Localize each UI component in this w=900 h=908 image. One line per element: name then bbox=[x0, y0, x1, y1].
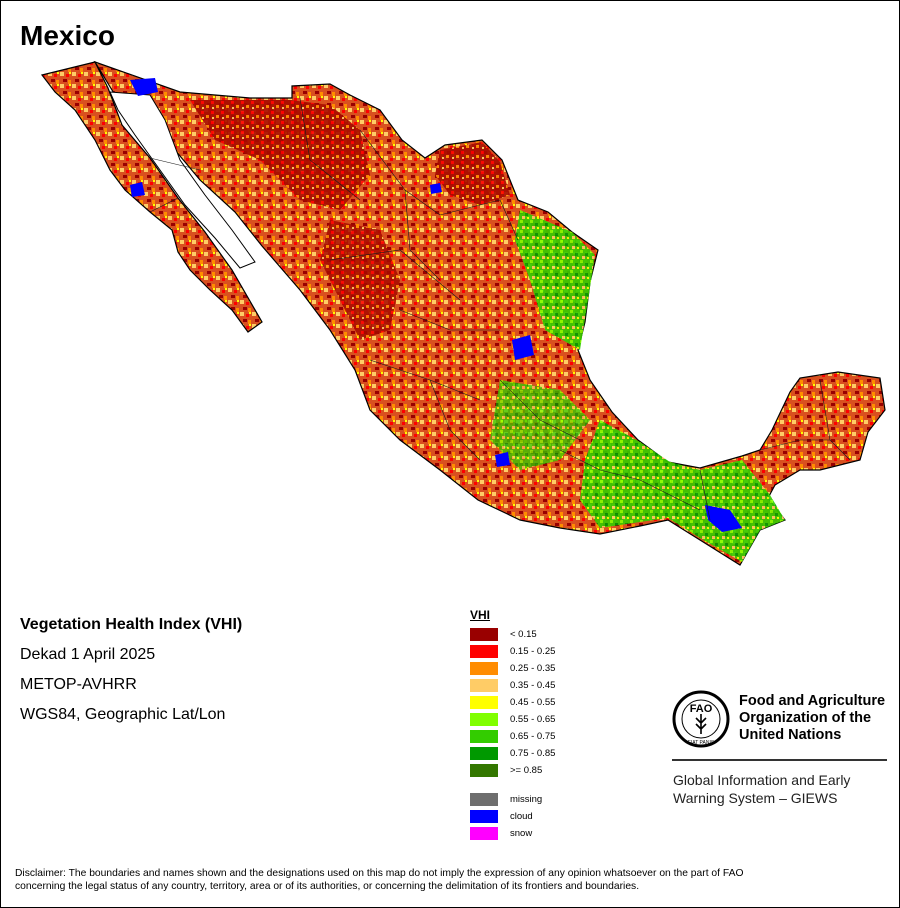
legend-swatch bbox=[470, 628, 498, 641]
green-region-central bbox=[490, 380, 590, 470]
legend-item: >= 0.85 bbox=[470, 764, 670, 778]
period-label: Dekad 1 April 2025 bbox=[20, 646, 156, 663]
legend-label: missing bbox=[510, 794, 543, 805]
fao-logo-text: FAO bbox=[690, 703, 713, 715]
legend-label: 0.15 - 0.25 bbox=[510, 646, 556, 657]
baja-california bbox=[40, 61, 263, 333]
legend-label: < 0.15 bbox=[510, 629, 537, 640]
legend-swatch bbox=[470, 679, 498, 692]
legend-item: 0.15 - 0.25 bbox=[470, 645, 670, 659]
legend-item: 0.35 - 0.45 bbox=[470, 679, 670, 693]
legend-swatch bbox=[470, 764, 498, 777]
legend-swatch bbox=[470, 747, 498, 760]
dry-region-northeast bbox=[435, 142, 510, 205]
legend-swatch bbox=[470, 793, 498, 806]
legend-item: < 0.15 bbox=[470, 628, 670, 642]
legend-label: 0.65 - 0.75 bbox=[510, 731, 556, 742]
system-name: Global Information and Early Warning Sys… bbox=[673, 772, 851, 806]
legend-swatch bbox=[470, 645, 498, 658]
legend-item: 0.45 - 0.55 bbox=[470, 696, 670, 710]
projection-label: WGS84, Geographic Lat/Lon bbox=[20, 706, 226, 723]
legend-label: cloud bbox=[510, 811, 533, 822]
legend-swatch bbox=[470, 696, 498, 709]
green-region-gulf-coast bbox=[515, 210, 595, 350]
disclaimer: Disclaimer: The boundaries and names sho… bbox=[15, 868, 744, 892]
legend-swatch bbox=[470, 713, 498, 726]
organization-divider bbox=[672, 759, 887, 761]
cloud-patch bbox=[130, 182, 145, 197]
legend-title: VHI bbox=[470, 608, 491, 622]
dry-region-north bbox=[190, 100, 370, 210]
cloud-patch bbox=[495, 452, 510, 467]
legend-swatch bbox=[470, 730, 498, 743]
organization-name: Food and Agriculture Organization of the… bbox=[739, 693, 886, 743]
legend-label: 0.75 - 0.85 bbox=[510, 748, 556, 759]
legend-swatch bbox=[470, 810, 498, 823]
legend-item: cloud bbox=[470, 810, 670, 824]
cloud-patch bbox=[512, 335, 534, 360]
gulf-of-california bbox=[109, 91, 256, 269]
legend-swatch bbox=[470, 662, 498, 675]
legend-label: 0.45 - 0.55 bbox=[510, 697, 556, 708]
legend-label: 0.35 - 0.45 bbox=[510, 680, 556, 691]
legend-item: 0.55 - 0.65 bbox=[470, 713, 670, 727]
fao-logo-motto: FIAT PANIS bbox=[688, 740, 715, 746]
legend-swatch bbox=[470, 827, 498, 840]
product-name: Vegetation Health Index (VHI) bbox=[20, 616, 243, 633]
state-boundaries bbox=[149, 97, 851, 521]
legend-label: 0.25 - 0.35 bbox=[510, 663, 556, 674]
cloud-patch bbox=[705, 505, 742, 532]
fao-logo: FAO FIAT PANIS bbox=[672, 690, 730, 748]
legend-label: >= 0.85 bbox=[510, 765, 543, 776]
legend-label: snow bbox=[510, 828, 533, 839]
cloud-patch bbox=[430, 183, 442, 194]
cloud-patch bbox=[130, 78, 158, 96]
dry-region-west bbox=[320, 220, 400, 340]
sensor-label: METOP-AVHRR bbox=[20, 676, 137, 693]
map-title: Mexico bbox=[20, 20, 115, 51]
legend-item: 0.65 - 0.75 bbox=[470, 730, 670, 744]
legend-item: snow bbox=[470, 827, 670, 841]
legend-label: 0.55 - 0.65 bbox=[510, 714, 556, 725]
legend-item: 0.25 - 0.35 bbox=[470, 662, 670, 676]
legend-item: missing bbox=[470, 793, 670, 807]
legend-item: 0.75 - 0.85 bbox=[470, 747, 670, 761]
